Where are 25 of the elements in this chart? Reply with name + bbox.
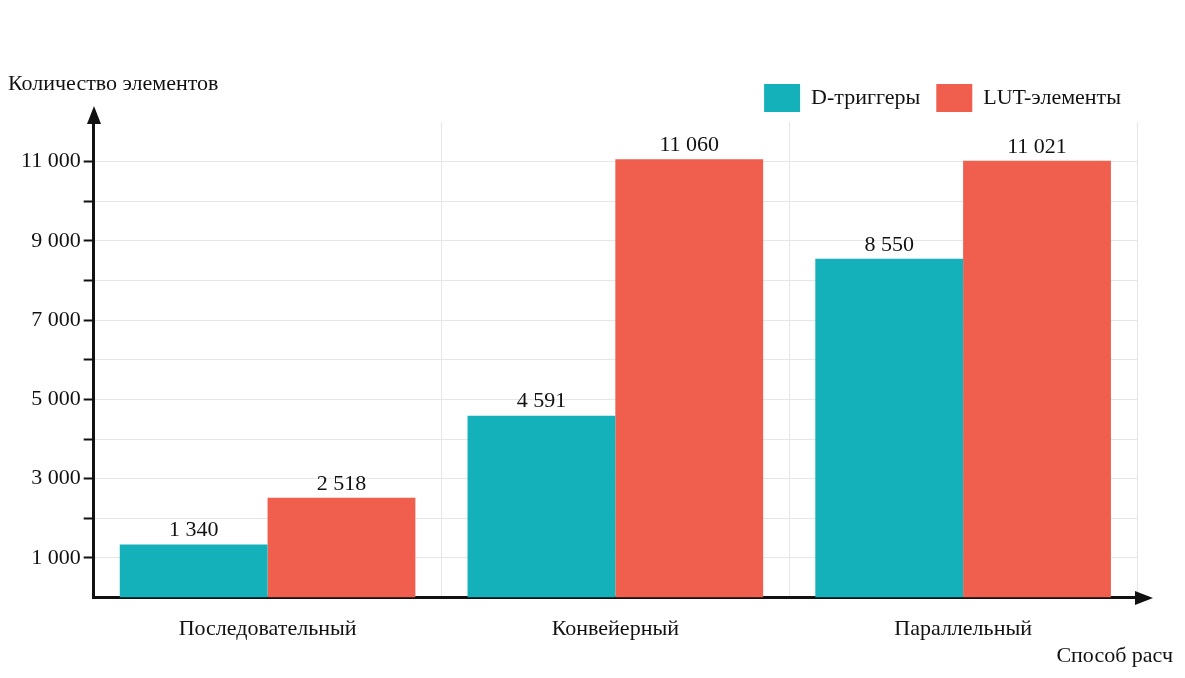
bar [815, 258, 964, 598]
x-tick-label: Конвейерный [551, 614, 680, 640]
y-axis-title: Количество элементов [8, 70, 219, 96]
bar [615, 159, 764, 598]
data-label: 1 340 [168, 516, 219, 542]
x-tick-label: Последовательный [178, 614, 357, 640]
y-tick-label: 3 000 [31, 464, 81, 490]
data-label: 2 518 [316, 469, 367, 495]
y-tick-label: 11 000 [21, 147, 81, 173]
y-tick-label: 1 000 [31, 543, 81, 569]
x-tick-label: Параллельный [894, 614, 1033, 640]
bar [119, 544, 268, 598]
legend-label: D-триггеры [811, 83, 921, 109]
data-label: 8 550 [864, 230, 914, 256]
legend-label: LUT-элементы [983, 83, 1122, 109]
y-tick-label: 5 000 [31, 385, 81, 411]
bar [963, 160, 1111, 598]
y-tick-label: 7 000 [31, 305, 81, 331]
x-axis-title: Способ расч [1056, 642, 1173, 668]
bar [267, 497, 416, 598]
data-label: 11 060 [659, 131, 720, 157]
y-tick-label: 9 000 [31, 226, 81, 252]
data-label: 11 021 [1007, 132, 1067, 158]
bar [467, 415, 616, 598]
data-label: 4 591 [516, 387, 567, 413]
